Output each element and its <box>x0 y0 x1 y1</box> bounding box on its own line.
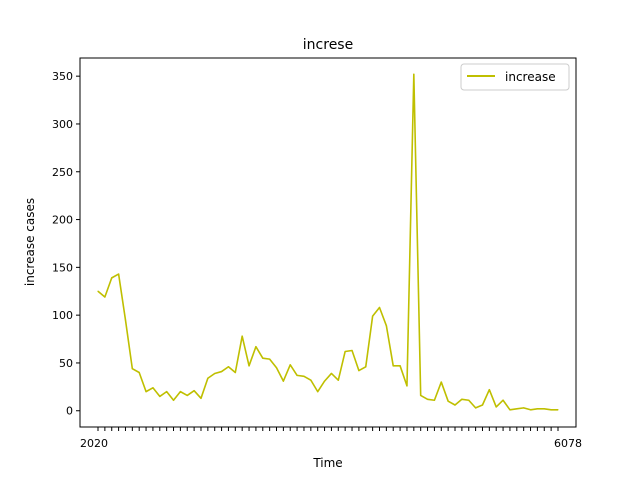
legend-box <box>460 63 570 91</box>
data-point <box>131 368 133 370</box>
y-axis-label: increase cases <box>23 198 37 286</box>
legend-label: increase <box>505 70 556 84</box>
data-point <box>344 350 346 353</box>
data-point <box>200 397 202 399</box>
data-point <box>248 365 250 367</box>
data-point <box>179 391 181 393</box>
data-point <box>481 404 484 406</box>
data-point <box>475 407 477 409</box>
data-point <box>413 73 415 75</box>
data-point <box>330 372 333 375</box>
data-point <box>97 290 99 292</box>
data-point <box>220 370 223 373</box>
series-layer <box>97 73 559 411</box>
data-point <box>406 385 408 387</box>
data-point <box>282 380 284 382</box>
y-tick-label: 200 <box>52 214 73 227</box>
data-point <box>317 391 319 393</box>
data-point <box>186 394 188 397</box>
data-point <box>523 407 525 409</box>
x-axis-label: Time <box>312 456 342 470</box>
data-point <box>516 408 518 410</box>
data-point <box>172 399 175 401</box>
data-point <box>502 399 504 401</box>
y-axis: 0 50 100 150 200 250 300 350 <box>52 70 80 418</box>
data-point <box>358 369 360 372</box>
data-point <box>241 335 243 337</box>
data-point <box>550 409 552 411</box>
data-point <box>420 394 422 397</box>
plot-frame <box>79 57 577 428</box>
data-point <box>262 357 264 359</box>
data-point <box>378 306 381 309</box>
data-point <box>495 406 497 408</box>
data-point <box>372 315 374 317</box>
data-point <box>488 389 490 391</box>
data-point <box>152 387 154 389</box>
data-point <box>447 400 449 402</box>
data-point <box>269 358 271 360</box>
data-point <box>351 349 353 352</box>
data-point <box>214 372 216 375</box>
data-point <box>111 277 113 279</box>
y-tick-label: 150 <box>52 261 73 274</box>
data-point <box>433 399 436 401</box>
plot-area <box>80 58 576 427</box>
data-point <box>296 374 298 376</box>
chart-title: increse <box>303 37 353 53</box>
data-point <box>255 346 257 348</box>
data-point <box>426 398 429 400</box>
data-point <box>536 408 539 410</box>
data-point <box>392 365 394 367</box>
data-point <box>303 375 305 377</box>
data-point <box>310 379 312 381</box>
data-point <box>138 371 140 374</box>
data-point <box>468 399 470 401</box>
data-point <box>145 391 147 393</box>
data-point <box>365 366 367 368</box>
data-point <box>124 319 127 321</box>
data-point <box>557 409 559 411</box>
data-point <box>337 379 339 381</box>
data-point <box>289 364 291 366</box>
x-tick-label-last: 6078 <box>554 437 582 450</box>
data-point <box>117 273 120 275</box>
data-point <box>543 408 545 410</box>
data-point <box>529 409 532 411</box>
data-point <box>234 371 236 374</box>
data-point <box>399 365 401 367</box>
x-axis: 2020 6078 <box>80 427 582 450</box>
data-point <box>385 325 387 327</box>
data-point <box>227 366 230 368</box>
legend: increase <box>460 63 570 91</box>
y-tick-label: 100 <box>52 309 73 322</box>
x-tick-label-first: 2020 <box>80 437 108 450</box>
data-point <box>454 404 456 406</box>
data-point <box>193 390 195 392</box>
data-point <box>323 380 326 382</box>
data-point <box>104 296 106 298</box>
y-tick-label: 50 <box>59 357 73 370</box>
data-point <box>207 377 209 379</box>
y-tick-label: 350 <box>52 70 73 83</box>
data-point <box>509 409 511 411</box>
y-tick-label: 250 <box>52 166 73 179</box>
data-point <box>461 398 463 400</box>
series-line-increase <box>97 73 558 411</box>
y-tick-label: 0 <box>66 405 73 418</box>
data-point <box>166 391 168 393</box>
data-point <box>440 381 442 383</box>
data-point <box>275 367 278 369</box>
y-tick-label: 300 <box>52 118 73 131</box>
data-point <box>159 395 161 398</box>
